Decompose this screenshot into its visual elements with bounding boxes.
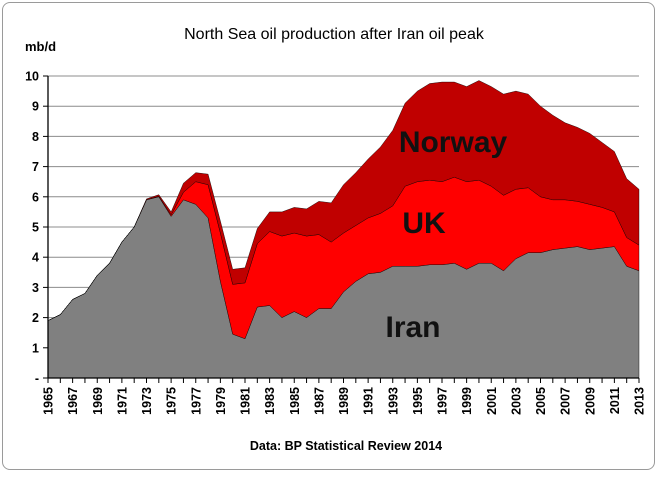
x-tick-label-1999: 1999 bbox=[460, 387, 474, 415]
x-tick-label-1965: 1965 bbox=[42, 387, 56, 415]
x-tick-label-1971: 1971 bbox=[115, 387, 129, 415]
y-tick-label-9: 9 bbox=[32, 100, 39, 114]
x-tick-label-1989: 1989 bbox=[337, 387, 351, 415]
area-norway bbox=[47, 80, 640, 321]
area-label-uk: UK bbox=[402, 207, 446, 240]
x-tick-label-1983: 1983 bbox=[263, 387, 277, 415]
x-tick-label-1979: 1979 bbox=[214, 387, 228, 415]
y-tick-label-0: - bbox=[35, 372, 39, 386]
y-axis-label: mb/d bbox=[25, 39, 56, 54]
chart-title: North Sea oil production after Iran oil … bbox=[184, 26, 485, 43]
y-tick-labels: - 1 2 3 4 5 6 7 8 9 10 bbox=[25, 70, 39, 386]
x-tick-label-1995: 1995 bbox=[411, 387, 425, 415]
x-tick-label-1985: 1985 bbox=[288, 387, 302, 415]
chart: North Sea oil production after Iran oil … bbox=[25, 26, 647, 453]
x-tick-label-2001: 2001 bbox=[485, 387, 499, 415]
x-tick-label-1967: 1967 bbox=[66, 387, 80, 415]
x-tick-label-1973: 1973 bbox=[140, 387, 154, 415]
axes bbox=[43, 75, 640, 383]
x-tick-label-1969: 1969 bbox=[91, 387, 105, 415]
y-tick-label-2: 2 bbox=[32, 311, 39, 325]
x-tick-label-1975: 1975 bbox=[165, 387, 179, 415]
x-tick-label-2013: 2013 bbox=[633, 387, 647, 415]
y-tick-label-1: 1 bbox=[32, 341, 39, 355]
x-tick-label-1987: 1987 bbox=[312, 387, 326, 415]
x-tick-label-2011: 2011 bbox=[608, 387, 622, 414]
x-tick-labels: 1965 1967 1969 1971 1973 1975 1977 1979 1981 1983… bbox=[42, 387, 647, 415]
stacked-areas bbox=[47, 80, 640, 379]
y-tick-label-8: 8 bbox=[32, 130, 39, 144]
x-tick-label-2003: 2003 bbox=[509, 387, 523, 415]
x-tick-label-1997: 1997 bbox=[436, 387, 450, 415]
x-tick-label-2009: 2009 bbox=[583, 387, 597, 415]
y-tick-label-3: 3 bbox=[32, 281, 39, 295]
y-tick-label-6: 6 bbox=[32, 190, 39, 204]
x-tick-label-2005: 2005 bbox=[534, 387, 548, 415]
y-tick-label-10: 10 bbox=[25, 70, 39, 84]
y-tick-label-5: 5 bbox=[32, 221, 39, 235]
x-tick-label-1977: 1977 bbox=[189, 387, 203, 415]
x-tick-label-1981: 1981 bbox=[239, 387, 253, 415]
source-note: Data: BP Statistical Review 2014 bbox=[250, 439, 442, 453]
x-tick-label-1993: 1993 bbox=[386, 387, 400, 415]
x-tick-label-2007: 2007 bbox=[559, 387, 573, 415]
area-label-norway: Norway bbox=[399, 126, 508, 159]
y-tick-label-4: 4 bbox=[32, 251, 39, 265]
y-tick-label-7: 7 bbox=[32, 160, 39, 174]
chart-frame: North Sea oil production after Iran oil … bbox=[2, 2, 655, 470]
x-tick-label-1991: 1991 bbox=[362, 387, 376, 415]
area-label-iran: Iran bbox=[385, 311, 440, 344]
